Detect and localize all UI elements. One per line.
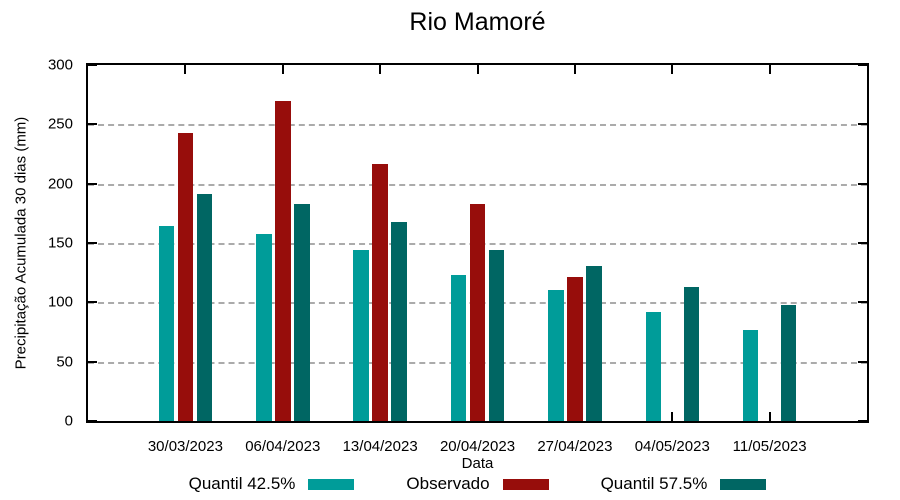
bar-quantil-42-5- [548,290,564,421]
x-tick-top [671,65,674,74]
y-tick-label: 200 [47,175,73,193]
bar-quantil-57-5- [391,221,407,421]
y-tick-label: 100 [47,293,73,311]
x-tick-bottom [768,412,771,421]
y-tick-right [858,360,867,363]
y-axis-title: Precipitação Acumulada 30 dias (mm) [12,116,30,370]
bar-quantil-42-5- [353,250,369,421]
legend: Quantil 42.5% Observado Quantil 57.5% [86,474,869,494]
legend-swatch [502,478,549,490]
legend-label: Quantil 42.5% [188,474,296,493]
y-tick-right [858,242,867,244]
y-tick-right [858,420,867,422]
x-tick-label: 13/04/2023 [342,438,418,455]
bar-quantil-42-5- [158,226,175,421]
x-tick-top [768,65,771,74]
bar-quantil-57-5- [488,250,505,421]
y-tick-label: 150 [47,234,73,252]
bar-quantil-57-5- [683,286,699,421]
bar-observado [567,277,583,421]
y-tick-left [88,360,97,363]
bar-quantil-57-5- [780,304,797,421]
x-tick-top [184,65,187,74]
legend-item: Quantil 57.5% [601,474,767,494]
legend-label: Observado [406,474,490,493]
bar-observado [469,203,486,421]
y-tick-label: 300 [47,56,73,74]
legend-label: Quantil 57.5% [600,474,708,493]
legend-item: Quantil 42.5% [189,474,355,494]
bar-observado [275,100,291,421]
y-tick-left [88,242,97,244]
x-axis-title: Data [461,455,494,472]
x-tick-top [379,65,382,74]
bar-quantil-57-5- [586,265,602,421]
y-tick-label: 0 [64,412,73,430]
bar-observado [177,132,194,421]
x-tick-label: 11/05/2023 [732,438,807,455]
y-tick-right [858,123,867,126]
chart-title: Rio Mamoré [409,8,546,36]
bar-quantil-42-5- [645,311,661,421]
y-tick-right [858,64,867,66]
bar-quantil-42-5- [742,329,759,421]
y-tick-left [88,64,97,66]
x-tick-top [476,65,479,74]
legend-item: Observado [406,474,549,494]
bar-quantil-57-5- [294,203,310,421]
y-tick-left [88,182,97,185]
x-tick-label: 27/04/2023 [537,438,613,455]
gridline [88,124,867,127]
legend-swatch [308,478,355,490]
legend-swatch [720,478,767,490]
plot-area [86,63,869,423]
y-tick-label: 250 [47,115,73,133]
x-tick-bottom [671,412,674,421]
x-tick-label: 06/04/2023 [245,438,321,455]
x-tick-label: 04/05/2023 [634,438,710,455]
bar-quantil-42-5- [450,275,467,421]
bar-observado [372,163,388,421]
bar-quantil-57-5- [196,194,213,421]
y-tick-right [858,182,867,185]
x-tick-top [281,65,284,74]
bar-quantil-42-5- [256,233,272,421]
x-tick-top [573,65,576,74]
y-tick-right [858,301,867,304]
y-tick-left [88,420,97,422]
y-tick-label: 50 [56,353,73,371]
y-tick-left [88,123,97,126]
x-tick-label: 30/03/2023 [147,438,223,455]
gridline [88,183,867,186]
y-tick-left [88,301,97,304]
x-tick-label: 20/04/2023 [439,438,516,455]
